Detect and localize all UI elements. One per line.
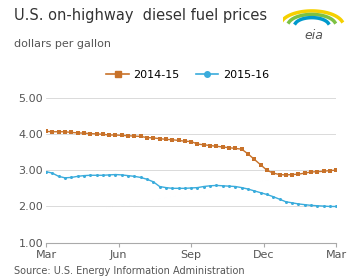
Text: eia: eia: [304, 29, 323, 42]
Text: dollars per gallon: dollars per gallon: [14, 39, 111, 49]
Text: U.S. on-highway  diesel fuel prices: U.S. on-highway diesel fuel prices: [14, 8, 267, 23]
Text: Source: U.S. Energy Information Administration: Source: U.S. Energy Information Administ…: [14, 266, 245, 276]
Legend: 2014-15, 2015-16: 2014-15, 2015-16: [107, 70, 269, 80]
